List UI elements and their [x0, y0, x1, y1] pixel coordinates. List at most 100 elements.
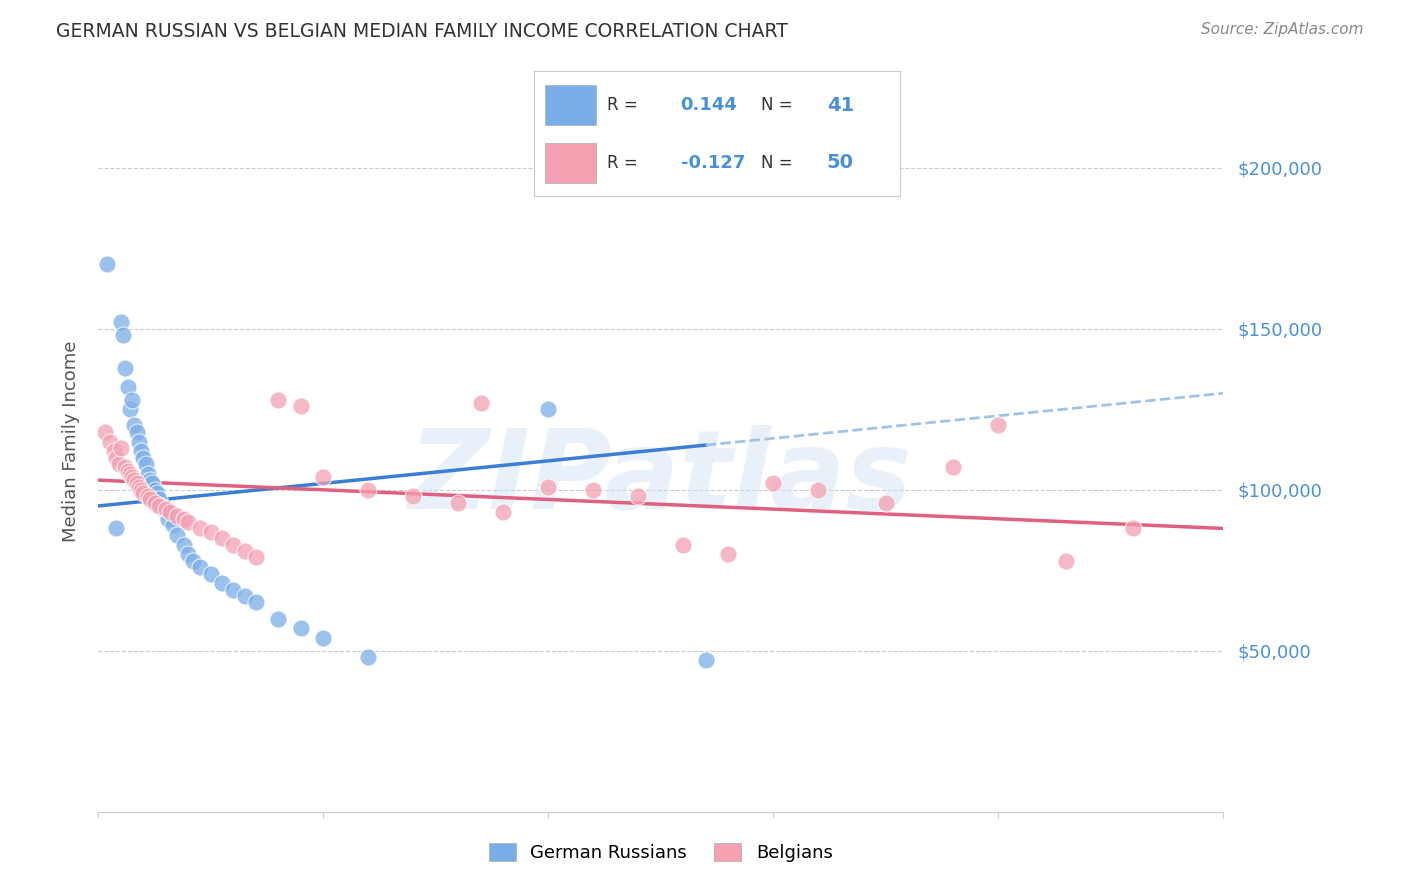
Point [105, 521, 128, 535]
Point [245, 595, 267, 609]
Point [110, 441, 132, 455]
Point [136, 489, 159, 503]
Point [125, 476, 148, 491]
Point [94, 425, 117, 439]
Point [143, 483, 166, 497]
Point [121, 470, 143, 484]
Point [132, 450, 155, 465]
Point [129, 444, 152, 458]
Point [672, 537, 695, 551]
Point [357, 650, 380, 665]
Point [166, 528, 188, 542]
FancyBboxPatch shape [546, 143, 596, 183]
Point [157, 512, 180, 526]
Y-axis label: Median Family Income: Median Family Income [62, 341, 80, 542]
Point [96, 258, 118, 272]
Legend: German Russians, Belgians: German Russians, Belgians [482, 836, 839, 870]
Point [121, 392, 143, 407]
Point [173, 512, 195, 526]
Point [211, 531, 233, 545]
Point [222, 537, 245, 551]
Point [402, 489, 425, 503]
Point [135, 457, 157, 471]
Point [146, 486, 169, 500]
Point [312, 631, 335, 645]
Point [188, 560, 211, 574]
Point [125, 425, 148, 439]
Point [105, 450, 128, 465]
Point [124, 473, 146, 487]
Point [132, 486, 155, 500]
Point [117, 380, 139, 394]
Point [537, 480, 560, 494]
Point [807, 483, 830, 497]
Text: GERMAN RUSSIAN VS BELGIAN MEDIAN FAMILY INCOME CORRELATION CHART: GERMAN RUSSIAN VS BELGIAN MEDIAN FAMILY … [56, 22, 789, 41]
Text: Source: ZipAtlas.com: Source: ZipAtlas.com [1201, 22, 1364, 37]
Point [159, 505, 181, 519]
Point [128, 434, 150, 449]
Text: 0.144: 0.144 [681, 96, 737, 114]
Point [233, 544, 256, 558]
Point [762, 476, 785, 491]
Point [177, 547, 200, 561]
Point [245, 550, 267, 565]
Point [139, 492, 162, 507]
Point [627, 489, 650, 503]
Point [537, 402, 560, 417]
Point [114, 460, 136, 475]
Point [267, 611, 290, 625]
Point [222, 582, 245, 597]
Point [188, 521, 211, 535]
Text: N =: N = [761, 153, 797, 171]
Point [143, 496, 166, 510]
Point [112, 328, 135, 343]
Point [173, 537, 195, 551]
Point [107, 457, 129, 471]
Point [1122, 521, 1144, 535]
Point [1054, 554, 1077, 568]
Point [129, 483, 152, 497]
Point [233, 589, 256, 603]
Point [155, 505, 177, 519]
Point [136, 467, 159, 481]
Point [110, 315, 132, 329]
Point [267, 392, 290, 407]
FancyBboxPatch shape [546, 85, 596, 125]
Point [118, 467, 141, 481]
Point [118, 402, 141, 417]
Point [155, 502, 177, 516]
Point [139, 473, 162, 487]
Point [695, 653, 717, 667]
Point [148, 492, 170, 507]
Point [312, 470, 335, 484]
Point [166, 508, 188, 523]
Point [162, 518, 184, 533]
Point [875, 496, 897, 510]
Point [492, 505, 515, 519]
Point [114, 360, 136, 375]
Text: -0.127: -0.127 [681, 153, 745, 171]
Text: N =: N = [761, 96, 797, 114]
Point [141, 476, 163, 491]
Text: R =: R = [607, 153, 644, 171]
Point [290, 621, 312, 635]
Point [200, 566, 222, 581]
Point [200, 524, 222, 539]
Point [150, 499, 173, 513]
Point [717, 547, 740, 561]
Text: 50: 50 [827, 153, 853, 172]
Text: ZIPatlas: ZIPatlas [409, 425, 912, 532]
Point [357, 483, 380, 497]
Point [103, 444, 125, 458]
Point [128, 480, 150, 494]
Point [987, 418, 1010, 433]
Point [470, 396, 492, 410]
Point [582, 483, 605, 497]
Point [181, 554, 204, 568]
Point [447, 496, 470, 510]
Point [124, 418, 146, 433]
Point [211, 576, 233, 591]
Point [117, 463, 139, 477]
Point [942, 460, 965, 475]
Text: 41: 41 [827, 95, 853, 114]
